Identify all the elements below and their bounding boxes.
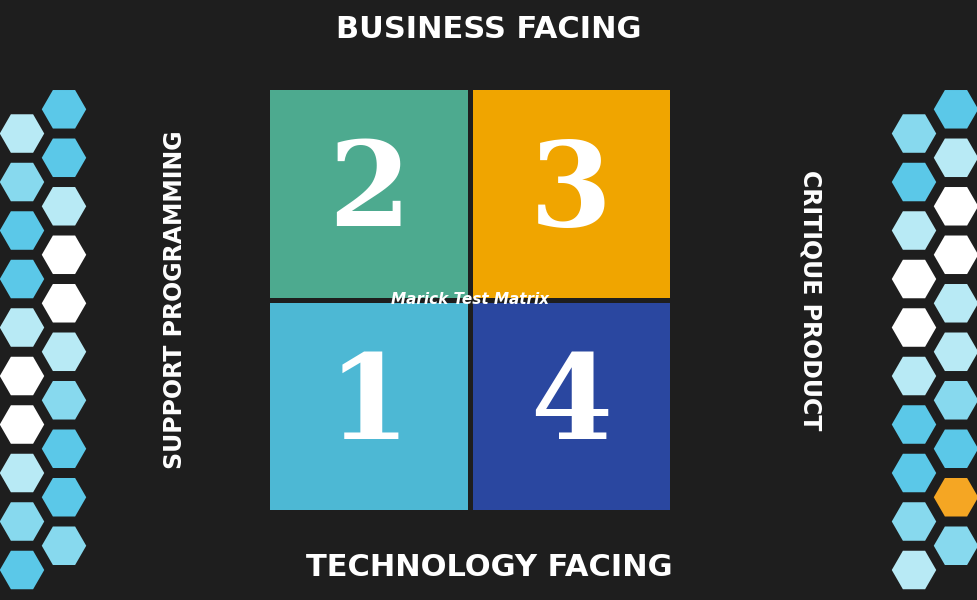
Polygon shape <box>888 112 938 155</box>
Bar <box>270 90 467 298</box>
Polygon shape <box>888 403 938 446</box>
Polygon shape <box>0 257 47 301</box>
Polygon shape <box>0 209 47 252</box>
Polygon shape <box>0 161 47 203</box>
Polygon shape <box>0 112 47 155</box>
Text: 2: 2 <box>327 136 409 251</box>
Polygon shape <box>39 233 89 276</box>
Text: BUSINESS FACING: BUSINESS FACING <box>336 16 641 44</box>
Polygon shape <box>930 379 977 422</box>
Polygon shape <box>39 88 89 131</box>
Text: TECHNOLOGY FACING: TECHNOLOGY FACING <box>306 553 671 583</box>
Text: 3: 3 <box>530 136 612 251</box>
Polygon shape <box>0 355 47 397</box>
Bar <box>472 302 669 510</box>
Polygon shape <box>39 476 89 518</box>
Text: SUPPORT PROGRAMMING: SUPPORT PROGRAMMING <box>163 131 187 469</box>
Polygon shape <box>888 161 938 203</box>
Polygon shape <box>39 282 89 325</box>
Polygon shape <box>930 282 977 325</box>
Bar <box>472 90 669 298</box>
Polygon shape <box>0 403 47 446</box>
Polygon shape <box>930 233 977 276</box>
Polygon shape <box>0 548 47 592</box>
Text: CRITIQUE PRODUCT: CRITIQUE PRODUCT <box>797 170 821 430</box>
Polygon shape <box>930 524 977 567</box>
Polygon shape <box>930 427 977 470</box>
Polygon shape <box>888 306 938 349</box>
Polygon shape <box>930 185 977 227</box>
Polygon shape <box>39 427 89 470</box>
Polygon shape <box>888 452 938 494</box>
Polygon shape <box>930 136 977 179</box>
Polygon shape <box>39 524 89 567</box>
Polygon shape <box>930 331 977 373</box>
Polygon shape <box>0 306 47 349</box>
Polygon shape <box>39 136 89 179</box>
Polygon shape <box>888 500 938 543</box>
Bar <box>270 302 467 510</box>
Bar <box>270 298 669 302</box>
Text: 4: 4 <box>530 349 612 464</box>
Polygon shape <box>888 548 938 592</box>
Polygon shape <box>930 88 977 131</box>
Polygon shape <box>0 452 47 494</box>
Polygon shape <box>0 500 47 543</box>
Polygon shape <box>888 355 938 397</box>
Text: Marick Test Matrix: Marick Test Matrix <box>391 292 548 307</box>
Polygon shape <box>930 476 977 518</box>
Text: 1: 1 <box>327 349 409 464</box>
Polygon shape <box>39 185 89 227</box>
Polygon shape <box>888 209 938 252</box>
Polygon shape <box>39 379 89 422</box>
Polygon shape <box>39 331 89 373</box>
Polygon shape <box>888 257 938 301</box>
